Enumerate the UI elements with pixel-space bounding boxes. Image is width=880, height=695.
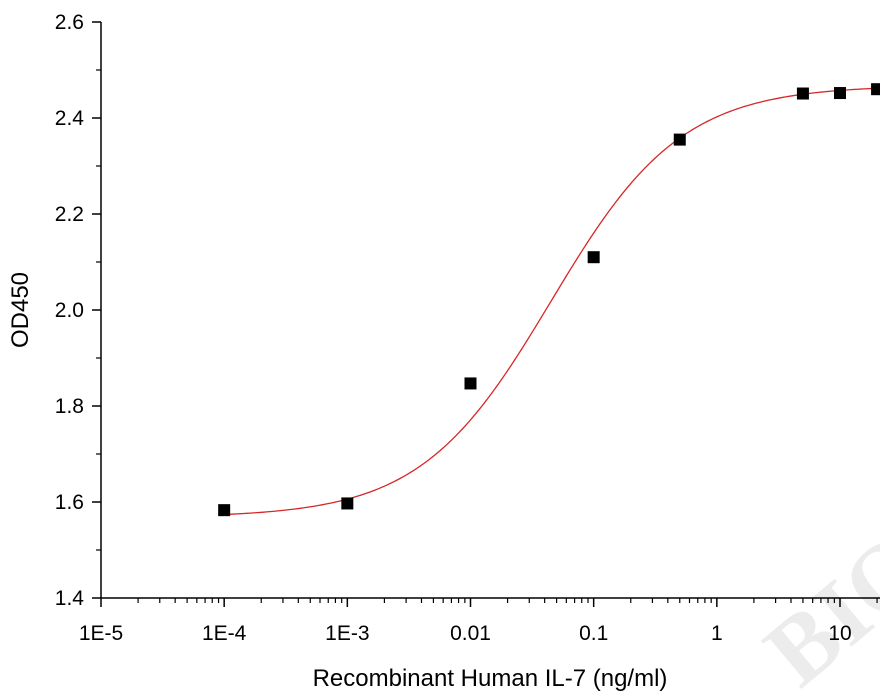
y-tick-label: 2.2 [55,203,84,226]
axes [100,22,880,599]
data-point [796,87,809,100]
x-tick-label: 0.01 [450,622,491,645]
data-point [218,504,231,517]
y-tick-label: 1.6 [55,491,84,514]
y-ticks: 1.4 1.6 1.8 2.0 2.2 2.4 2.6 [55,11,101,610]
y-tick-label: 1.8 [55,395,84,418]
data-point [587,251,600,264]
x-tick-label: 1 [711,622,723,645]
fit-curve-line [224,87,878,516]
data-point [834,87,846,100]
y-tick-label: 2.0 [55,299,84,322]
x-tick-label: 0.1 [579,622,608,645]
x-tick-label: 1E-4 [202,622,247,645]
data-point [673,133,686,146]
y-tick-label: 1.4 [55,587,85,610]
x-ticks: 1E-5 1E-4 1E-3 0.01 0.1 1 10 [79,598,878,645]
data-point [871,83,880,96]
y-axis-title: OD450 [7,272,34,348]
data-point [341,497,354,510]
data-points [218,83,880,517]
x-tick-label: 10 [828,622,851,645]
x-tick-label: 1E-3 [325,622,369,645]
y-tick-label: 2.4 [55,107,85,130]
data-point [464,377,477,390]
x-tick-label: 1E-5 [79,622,123,645]
fit-curve-layer [224,87,878,516]
x-axis-title: Recombinant Human IL-7 (ng/ml) [313,665,668,692]
y-tick-label: 2.6 [55,11,84,34]
